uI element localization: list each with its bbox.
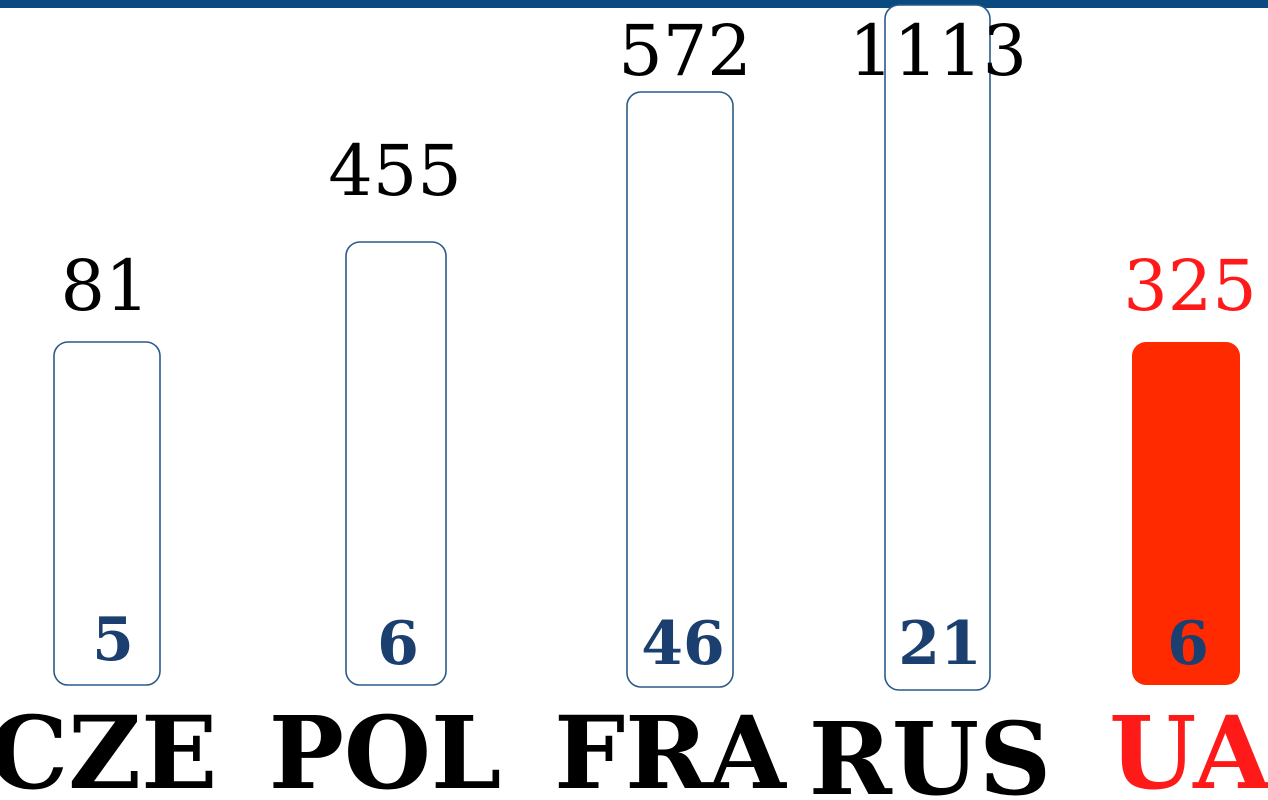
total-label: 325 [1123, 245, 1257, 327]
total-label: 572 [618, 10, 752, 92]
country-label: CZE [0, 694, 217, 800]
count-label: 5 [92, 605, 134, 675]
total-label: 81 [60, 245, 149, 327]
column-bar [626, 91, 734, 688]
count-label: 46 [641, 609, 725, 679]
total-label: 455 [328, 130, 462, 212]
count-label: 6 [377, 609, 419, 679]
column-bar [884, 4, 991, 691]
country-label: UA [1109, 694, 1268, 800]
column-bar [345, 241, 447, 686]
column-bar [1132, 342, 1240, 685]
count-label: 6 [1167, 609, 1209, 679]
top-band [0, 0, 1268, 8]
count-label: 21 [898, 609, 982, 679]
country-label: FRA [554, 694, 787, 800]
total-label: 1113 [849, 10, 1027, 92]
country-label: RUS [809, 700, 1052, 800]
column-bar [53, 341, 161, 686]
country-label: POL [269, 694, 502, 800]
